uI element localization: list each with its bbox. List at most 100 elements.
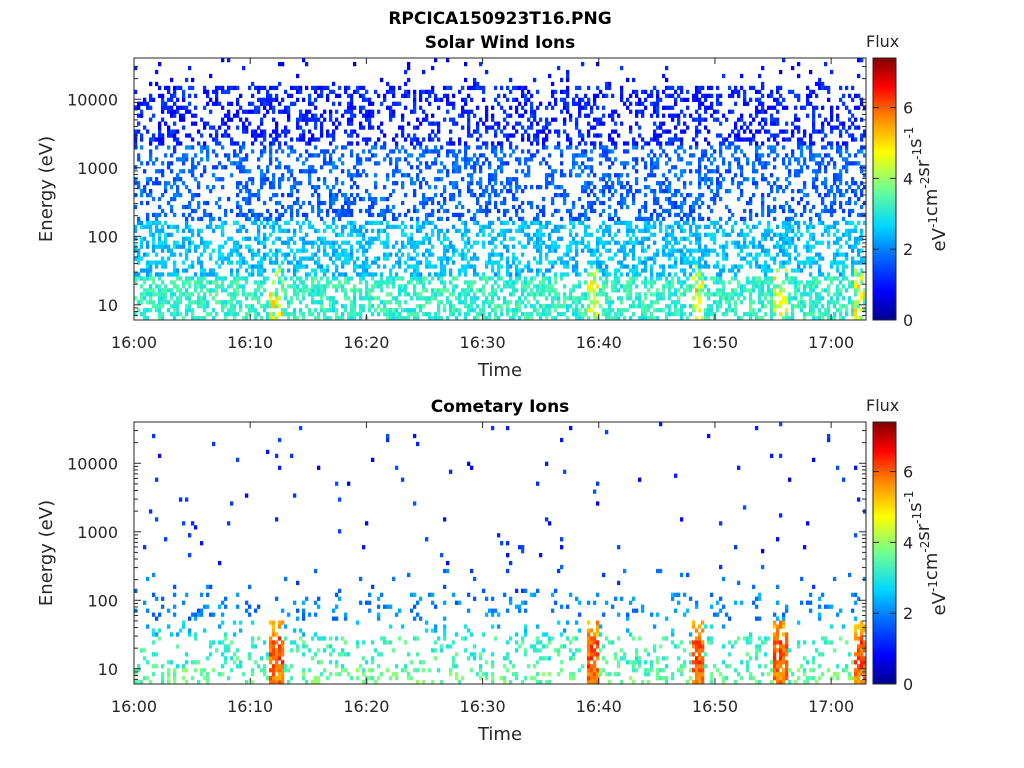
heatmap-cell	[335, 256, 339, 261]
heatmap-cell	[608, 133, 612, 138]
heatmap-cell	[410, 216, 414, 222]
heatmap-cell	[518, 85, 522, 91]
heatmap-cell	[488, 173, 492, 178]
heatmap-cell	[356, 232, 360, 237]
heatmap-cell	[581, 236, 585, 241]
heatmap-cell	[722, 312, 726, 317]
heatmap-cell	[245, 189, 249, 194]
heatmap-cell	[644, 97, 648, 102]
heatmap-cell	[722, 288, 726, 293]
heatmap-cell	[446, 216, 450, 222]
heatmap-cell	[236, 300, 240, 305]
heatmap-cell	[368, 196, 372, 202]
heatmap-cell	[209, 268, 213, 273]
heatmap-cell	[383, 93, 387, 98]
heatmap-cell	[734, 288, 738, 293]
heatmap-cell	[323, 268, 327, 273]
heatmap-cell	[680, 284, 684, 289]
heatmap-cell	[581, 161, 585, 166]
heatmap-cell	[500, 157, 504, 162]
heatmap-cell	[527, 284, 531, 289]
heatmap-cell	[587, 248, 591, 253]
heatmap-cell	[746, 252, 750, 257]
heatmap-cell	[725, 292, 729, 297]
heatmap-cell	[536, 228, 540, 233]
heatmap-cell	[296, 125, 300, 130]
heatmap-cell	[227, 236, 231, 241]
heatmap-cell	[257, 97, 261, 102]
heatmap-cell	[179, 157, 183, 162]
heatmap-cell	[416, 125, 420, 130]
heatmap-cell	[716, 109, 720, 114]
heatmap-cell	[362, 248, 366, 253]
heatmap-cell	[707, 185, 711, 190]
heatmap-cell	[725, 117, 729, 122]
heatmap-cell	[575, 161, 579, 166]
heatmap-cell	[755, 260, 759, 265]
heatmap-cell	[746, 288, 750, 293]
heatmap-cell	[158, 260, 162, 265]
heatmap-cell	[515, 208, 519, 214]
heatmap-cell	[365, 157, 369, 162]
heatmap-cell	[662, 121, 666, 126]
heatmap-cell	[629, 125, 633, 130]
heatmap-cell	[734, 276, 738, 281]
heatmap-cell	[599, 200, 603, 206]
heatmap-cell	[665, 316, 669, 321]
heatmap-cell	[614, 284, 618, 289]
heatmap-cell	[680, 316, 684, 321]
heatmap-cell	[413, 181, 417, 186]
heatmap-cell	[359, 109, 363, 114]
heatmap-cell	[713, 117, 717, 122]
heatmap-cell	[644, 256, 648, 261]
heatmap-cell	[458, 141, 462, 146]
heatmap-cell	[689, 161, 693, 166]
heatmap-cell	[233, 248, 237, 253]
heatmap-cell	[176, 268, 180, 273]
heatmap-cell	[650, 169, 654, 174]
heatmap-cell	[524, 288, 528, 293]
heatmap-cell	[164, 212, 168, 218]
heatmap-cell	[566, 89, 570, 95]
heatmap-cell	[296, 316, 300, 321]
heatmap-cell	[578, 308, 582, 313]
heatmap-cell	[554, 208, 558, 214]
heatmap-cell	[551, 196, 555, 202]
heatmap-cell	[251, 81, 255, 87]
heatmap-cell	[290, 85, 294, 91]
heatmap-cell	[671, 264, 675, 269]
heatmap-cell	[569, 232, 573, 237]
heatmap-cell	[173, 268, 177, 273]
heatmap-cell	[236, 153, 240, 158]
heatmap-cell	[344, 252, 348, 257]
heatmap-cell	[545, 224, 549, 229]
heatmap-cell	[602, 105, 606, 110]
heatmap-cell	[239, 165, 243, 170]
heatmap-cell	[635, 145, 639, 150]
heatmap-cell	[653, 192, 657, 198]
heatmap-cell	[635, 189, 639, 194]
heatmap-cell	[722, 228, 726, 233]
heatmap-cell	[212, 185, 216, 190]
heatmap-cell	[434, 157, 438, 162]
heatmap-cell	[275, 248, 279, 253]
heatmap-cell	[317, 212, 321, 218]
heatmap-cell	[557, 65, 561, 71]
heatmap-cell	[644, 228, 648, 233]
heatmap-cell	[395, 165, 399, 170]
heatmap-cell	[497, 157, 501, 162]
heatmap-cell	[551, 177, 555, 182]
heatmap-cell	[347, 212, 351, 218]
heatmap-cell	[437, 177, 441, 182]
heatmap-cell	[152, 304, 156, 309]
heatmap-cell	[692, 296, 696, 301]
heatmap-cell	[527, 165, 531, 170]
heatmap-cell	[737, 244, 741, 249]
heatmap-cell	[593, 173, 597, 178]
heatmap-cell	[674, 236, 678, 241]
heatmap-cell	[707, 296, 711, 301]
heatmap-cell	[185, 276, 189, 281]
heatmap-cell	[296, 97, 300, 102]
heatmap-cell	[467, 264, 471, 269]
heatmap-cell	[449, 196, 453, 202]
